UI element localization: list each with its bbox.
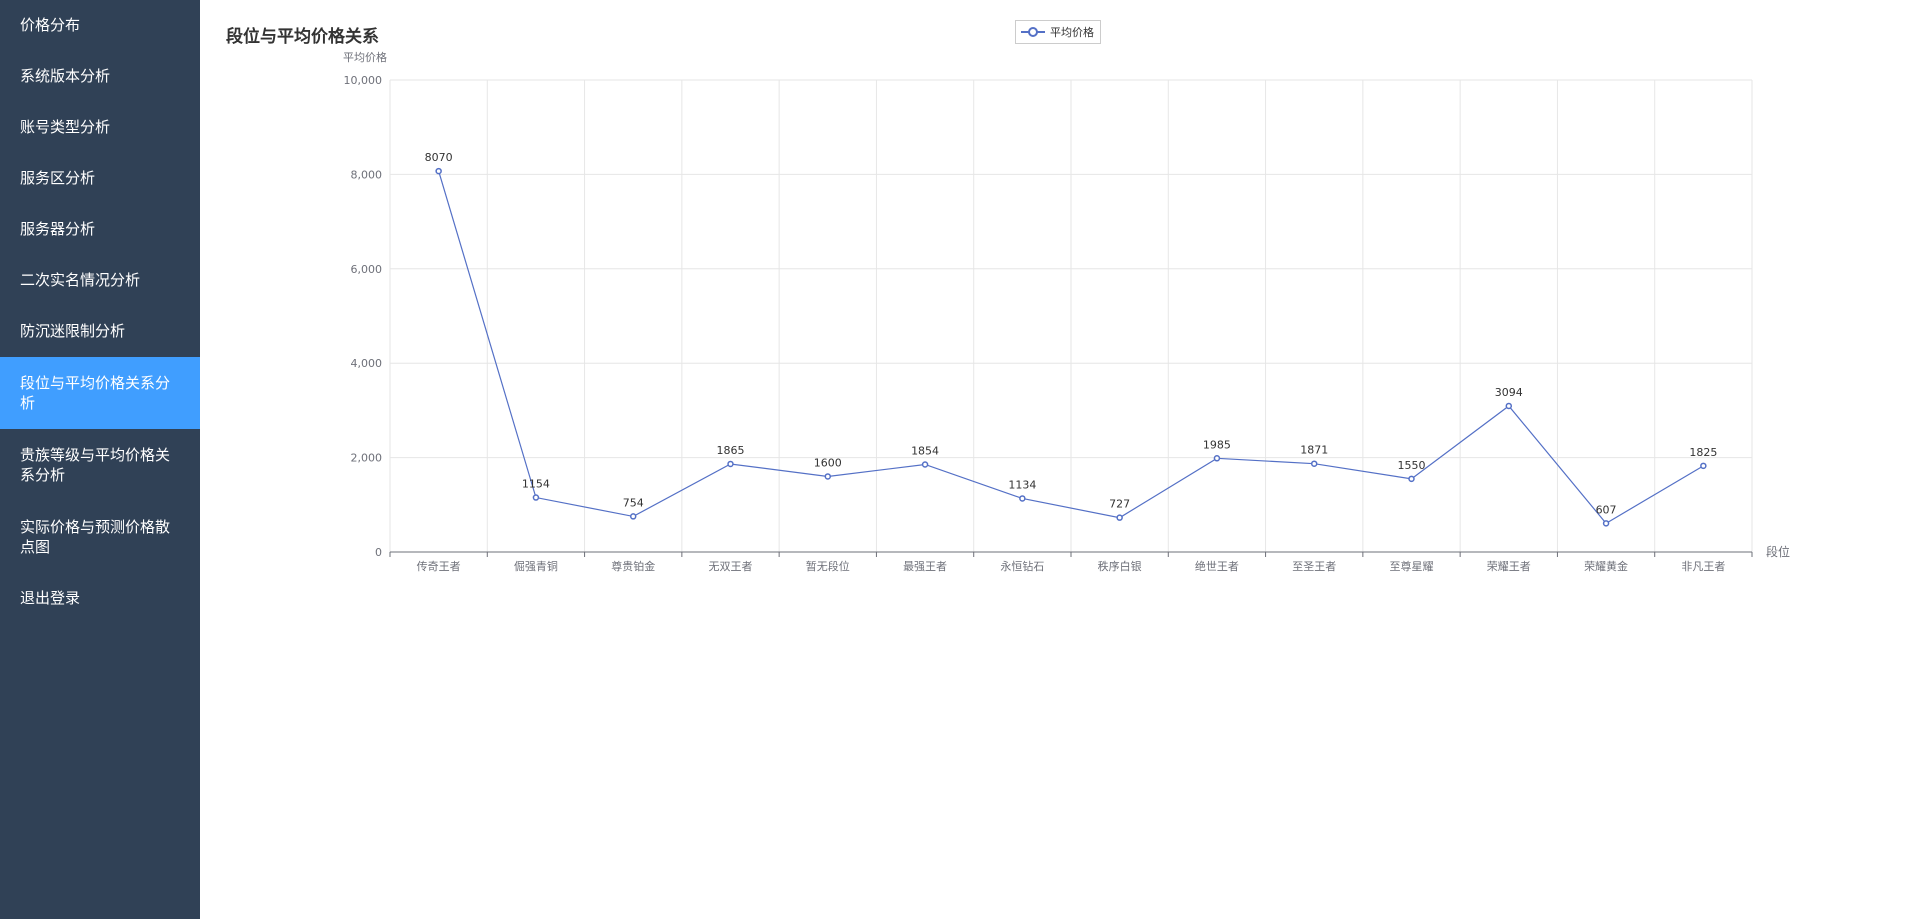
data-point (1019, 495, 1026, 502)
x-tick-label: 尊贵铂金 (611, 559, 655, 573)
x-tick-label: 荣耀黄金 (1584, 559, 1628, 573)
sidebar-item-6[interactable]: 防沉迷限制分析 (20, 322, 126, 340)
sidebar-item-7[interactable]: 段位与平均价格关系分析 (0, 357, 200, 429)
sidebar-menu: 价格分布系统版本分析 账号类型分析 服务区分析服务器分析二次实名情况分析 防沉迷限制分… (0, 0, 200, 624)
data-point (1310, 460, 1318, 467)
data-label: 727 (1109, 498, 1130, 511)
data-point (1116, 514, 1123, 521)
data-label: 1550 (1398, 459, 1426, 472)
line-chart: 0 2,000 4,000 6,000 8,000 10,000 传奇王者 倔强青铜 尊贵铂金 无… (343, 50, 1790, 573)
data-point (824, 473, 832, 480)
sidebar-item-0[interactable]: 价格分布 (20, 16, 81, 34)
x-tick-label: 暂无段位 (806, 559, 850, 573)
data-label: 8070 (425, 151, 453, 164)
sidebar-item-1[interactable]: 系统版本分析 (20, 67, 111, 85)
x-tick-label: 荣耀王者 (1487, 560, 1531, 573)
legend-label: 平均价格 (1050, 26, 1094, 39)
x-tick-label: 至圣王者 (1292, 560, 1336, 573)
data-label: 1154 (522, 478, 550, 491)
data-label: 1854 (911, 444, 939, 457)
series-line (438, 170, 1704, 525)
data-label: 1865 (717, 444, 745, 457)
y-tick-label: 4,000 (351, 357, 383, 370)
data-point (1505, 402, 1513, 410)
sidebar-item-5[interactable]: 二次实名情况分析 (20, 271, 141, 289)
data-label: 3094 (1495, 386, 1523, 399)
sidebar-item-8[interactable]: 贵族等级与平均价格关系分析 (20, 446, 171, 484)
x-tick-label: 最强王者 (903, 560, 947, 573)
sidebar-item-4[interactable]: 服务器分析 (20, 220, 96, 238)
sidebar-item-9[interactable]: 实际价格与预测价格散点图 (20, 518, 171, 556)
sidebar: 价格分布系统版本分析 账号类型分析 服务区分析服务器分析二次实名情况分析 防沉迷限制分… (0, 0, 200, 919)
data-label: 1134 (1008, 478, 1036, 491)
data-point (1602, 520, 1610, 527)
sidebar-item-3[interactable]: 服务区分析 (20, 169, 96, 187)
sidebar-item-2[interactable]: 账号类型分析 (20, 118, 111, 136)
data-point (727, 460, 734, 468)
y-tick-label: 6,000 (351, 263, 383, 276)
x-tick-label: 至尊星耀 (1390, 559, 1434, 573)
x-tick-label: 秩序白银 (1098, 559, 1142, 573)
chart-title: 段位与平均价格关系 (226, 27, 379, 47)
x-tick-label: 永恒钻石 (1000, 559, 1044, 573)
data-label: 1871 (1300, 444, 1328, 457)
data-label: 1600 (814, 456, 842, 469)
data-point (1700, 462, 1707, 470)
x-tick-label: 非凡王者 (1681, 560, 1725, 573)
data-point (532, 494, 540, 501)
data-point (435, 167, 442, 175)
y-tick-label: 0 (375, 546, 382, 559)
chart-legend[interactable]: 平均价格 (1015, 20, 1101, 44)
data-label: 1825 (1689, 446, 1717, 459)
x-tick-label: 无双王者 (709, 560, 753, 573)
x-tick-label: 倔强青铜 (514, 559, 558, 573)
data-point (629, 513, 637, 520)
y-tick-label: 8,000 (351, 168, 383, 181)
data-label: 607 (1596, 503, 1617, 516)
y-tick-label: 2,000 (351, 452, 383, 465)
x-tick-label: 绝世王者 (1195, 559, 1239, 573)
data-point (1213, 455, 1221, 462)
x-tick-label: 传奇王者 (417, 560, 461, 573)
data-label: 754 (623, 496, 644, 509)
data-label: 1985 (1203, 438, 1231, 451)
y-axis-name: 平均价格 (343, 50, 387, 64)
y-tick-label: 10,000 (344, 74, 383, 87)
sidebar-item-10[interactable]: 退出登录 (20, 589, 81, 607)
x-axis-name: 段位 (1766, 544, 1790, 559)
data-point (921, 461, 929, 468)
data-point (1408, 475, 1415, 483)
legend-line-icon (1021, 27, 1045, 37)
main-content: 段位与平均价格关系 平均价格 0 2,000 4,000 6,000 8,000 10,0… (200, 0, 1920, 919)
